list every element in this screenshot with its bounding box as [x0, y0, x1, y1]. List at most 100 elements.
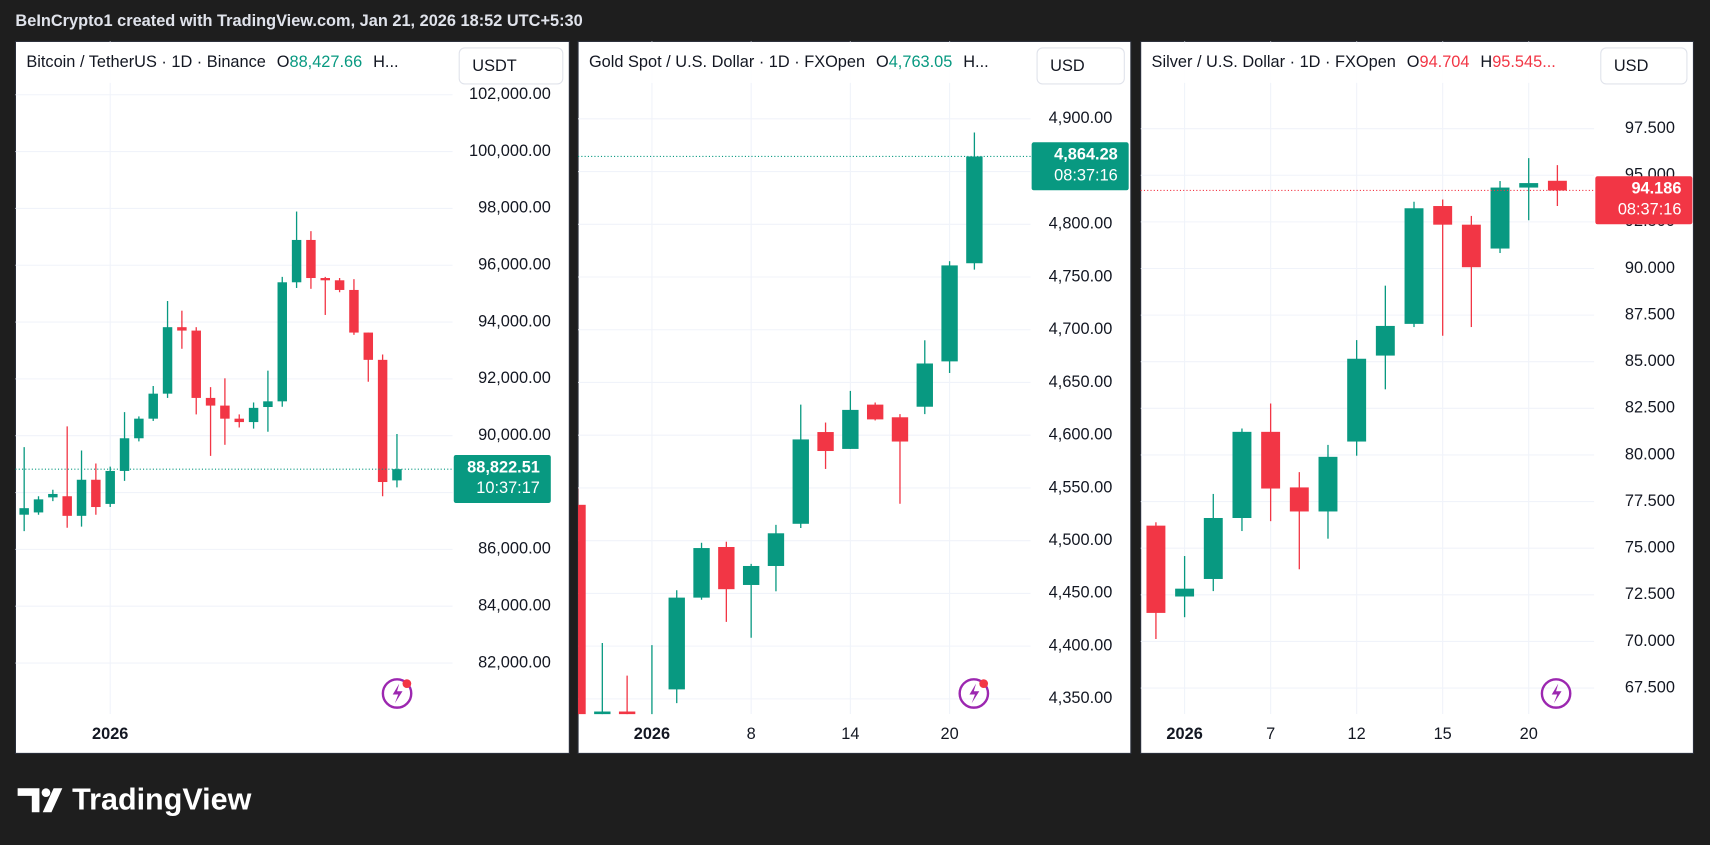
x-tick-label: 15 — [1434, 725, 1452, 743]
y-tick-label: 92,000.00 — [478, 369, 551, 387]
legend-item: 95.545... — [1492, 54, 1556, 72]
candle-body — [916, 363, 933, 407]
chart-panel: 202682,000.0084,000.0086,000.0088,000.00… — [14, 40, 570, 754]
chart-panel: 2026 7 12 15 20 67.500 70.000 72.500 75.000 77.50… — [1140, 40, 1695, 754]
last-price-label: 94.186 — [1631, 180, 1681, 198]
chart-title: Silver / U.S. Dollar · 1D · FXOpen — [1152, 54, 1396, 72]
last-price-label: 4,864.28 — [1054, 146, 1118, 164]
candle-body — [248, 407, 259, 423]
header-bg — [1142, 43, 1593, 83]
panel-bg — [1140, 40, 1695, 754]
candle-body — [334, 280, 345, 290]
last-price-label: 88,822.51 — [467, 458, 540, 476]
credit: BeInCrypto1 created with TradingView.com… — [15, 12, 582, 30]
legend-item: 94.704 — [1420, 54, 1470, 72]
panels: 202682,000.0084,000.0086,000.0088,000.00… — [14, 40, 1695, 754]
candle-body — [1318, 456, 1338, 512]
candle-body — [668, 597, 685, 690]
plot-area — [1140, 41, 1595, 715]
candle-body — [76, 479, 87, 516]
logo-dot — [41, 788, 51, 798]
plot-area — [578, 41, 1031, 715]
y-tick-label: 4,800.00 — [1049, 215, 1113, 233]
candle-body — [1289, 487, 1309, 512]
candle-body — [220, 405, 230, 419]
candle-body — [866, 404, 884, 420]
candle-body — [33, 499, 44, 513]
candle-body — [1461, 224, 1481, 268]
x-tick-label: 14 — [841, 725, 859, 743]
candle-body — [1519, 183, 1539, 188]
candle-body — [349, 289, 359, 333]
candle-body — [1203, 517, 1223, 579]
candle-body — [1232, 431, 1252, 518]
candle-body — [177, 327, 187, 331]
candle-body — [291, 239, 302, 283]
x-tick-label: 7 — [1266, 725, 1275, 743]
candle-body — [62, 496, 72, 516]
legend-item: O — [277, 54, 290, 72]
currency: USDT — [472, 57, 517, 75]
plot-area — [15, 41, 453, 715]
x-tick-label: 2026 — [92, 725, 128, 743]
legend-item: H... — [373, 54, 398, 72]
candle-body — [392, 469, 402, 481]
brand-logo: TradingView — [17, 782, 252, 816]
y-tick-label: 4,750.00 — [1049, 267, 1113, 285]
alert-icon — [381, 678, 413, 709]
candle-body — [377, 359, 388, 483]
candle-body — [1375, 325, 1395, 356]
y-tick-label: 4,650.00 — [1049, 373, 1113, 391]
y-tick-label: 80.000 — [1625, 445, 1675, 463]
x-tick-label: 2026 — [1166, 725, 1202, 743]
last-price-box — [453, 454, 551, 503]
candle-body — [48, 493, 58, 498]
y-tick-label: 82,000.00 — [478, 653, 551, 671]
candle-body — [263, 401, 273, 408]
candle-body — [134, 418, 144, 439]
currency: USD — [1050, 57, 1085, 75]
legend-item: H... — [963, 54, 988, 72]
y-tick-label: 100,000.00 — [469, 142, 551, 160]
brand: TradingView — [72, 782, 251, 816]
chart-panel: 2026 8 14 20 4,350.00 4,400.00 4,450.00 4,500.0… — [577, 40, 1132, 754]
currency-box — [1600, 47, 1688, 85]
logo-mark — [17, 788, 40, 813]
legend-item: 88,427.66 — [289, 54, 362, 72]
candle-body — [767, 533, 785, 566]
y-tick-label: 4,400.00 — [1049, 636, 1113, 654]
candle-body — [742, 565, 760, 585]
candle-body — [19, 508, 29, 515]
y-tick-label: 94,000.00 — [478, 312, 551, 330]
y-tick-label: 102,000.00 — [469, 85, 551, 103]
candle-body — [792, 439, 809, 524]
candle-body — [1547, 180, 1567, 191]
y-tick-label: 98,000.00 — [478, 199, 551, 217]
candle-body — [1175, 588, 1195, 597]
candle-body — [693, 548, 710, 598]
y-tick-label: 96,000.00 — [478, 256, 551, 274]
candle-body — [1433, 206, 1453, 225]
candle-body — [1490, 187, 1510, 249]
header-bg — [580, 43, 1029, 83]
candle-body — [1261, 431, 1281, 489]
y-tick-label: 87.500 — [1625, 305, 1675, 323]
x-tick-label: 8 — [747, 725, 756, 743]
candle-body — [966, 156, 983, 264]
candle-body — [306, 239, 316, 279]
last-price-box — [1031, 142, 1129, 191]
y-tick-label: 4,550.00 — [1049, 478, 1113, 496]
candle-body — [842, 409, 859, 449]
countdown: 08:37:16 — [1054, 166, 1118, 184]
countdown: 10:37:17 — [476, 479, 540, 497]
panel-bg — [14, 40, 570, 754]
y-tick-label: 90.000 — [1625, 259, 1675, 277]
candle-body — [119, 438, 130, 471]
candle-body — [162, 327, 173, 394]
legend-item: O — [1407, 54, 1420, 72]
y-tick-label: 90,000.00 — [478, 426, 551, 444]
candle-body — [205, 397, 216, 406]
y-tick-label: 4,700.00 — [1049, 320, 1113, 338]
y-tick-label: 97.500 — [1625, 119, 1675, 137]
